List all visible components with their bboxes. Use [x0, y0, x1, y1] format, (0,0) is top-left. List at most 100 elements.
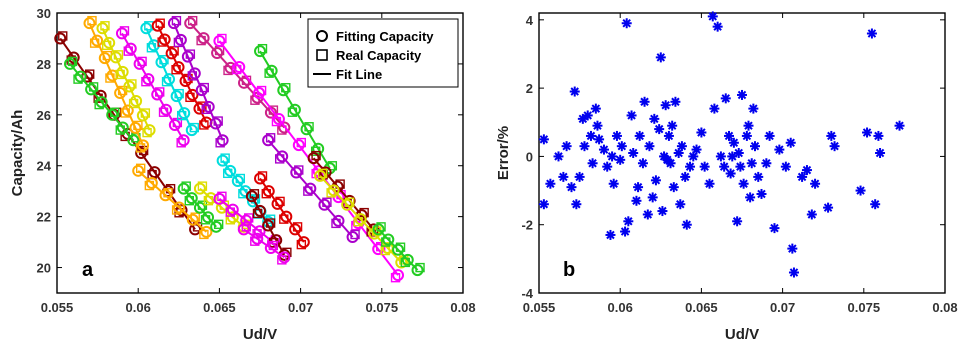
error-point-stroke	[692, 145, 701, 154]
fitting-capacity-point	[265, 64, 278, 77]
error-point-stroke	[810, 179, 820, 188]
fitting-capacity-point	[155, 56, 168, 69]
fitting-capacity-point	[172, 61, 185, 74]
fitting-capacity-point	[98, 52, 111, 65]
error-point	[785, 137, 796, 148]
y-tick-label: -4	[521, 286, 533, 301]
real-capacity-point	[93, 93, 103, 103]
fitting-capacity-point	[95, 96, 108, 109]
fitting-capacity-point	[136, 109, 149, 122]
fitting-capacity-point	[174, 33, 187, 46]
error-point-stroke	[620, 227, 630, 236]
real-capacity-point	[304, 122, 314, 132]
fitting-capacity-point	[270, 234, 283, 247]
error-point	[780, 161, 791, 172]
fitting-capacity-point	[186, 213, 199, 226]
error-point	[894, 120, 905, 131]
legend-square-marker	[316, 49, 328, 61]
y-tick-label: -2	[521, 218, 533, 233]
error-point	[558, 171, 569, 182]
fitting-capacity-point	[251, 232, 264, 245]
error-point-stroke	[830, 141, 839, 151]
fitting-capacity-point	[237, 76, 250, 89]
x-tick-label: 0.075	[366, 300, 399, 315]
real-capacity-point	[274, 154, 285, 164]
error-point-stroke	[651, 176, 661, 185]
error-point-stroke	[588, 159, 597, 168]
real-capacity-point	[376, 222, 386, 232]
error-point	[685, 161, 696, 172]
real-capacity-point	[303, 186, 313, 196]
real-capacity-point	[127, 79, 137, 89]
real-capacity-point	[241, 222, 251, 232]
fitting-capacity-point	[165, 47, 178, 60]
fitting-capacity-point	[160, 103, 173, 116]
error-point-stroke	[594, 135, 604, 144]
fitting-capacity-point	[116, 121, 129, 134]
error-point	[628, 148, 639, 158]
error-point	[680, 171, 691, 182]
error-point-stroke	[736, 162, 745, 171]
error-point-stroke	[612, 131, 622, 141]
real-capacity-point	[243, 213, 254, 223]
error-point	[733, 148, 744, 158]
panel-b-label: b	[563, 259, 575, 281]
fitting-capacity-point	[151, 88, 164, 101]
error-point-stroke	[628, 148, 638, 158]
error-point	[709, 103, 720, 114]
fitting-capacity-point	[327, 184, 340, 197]
error-point-stroke	[656, 53, 666, 62]
fitting-capacity-point	[137, 139, 150, 152]
fitting-capacity-point	[245, 190, 258, 203]
error-point	[615, 154, 626, 165]
error-point	[715, 151, 726, 162]
real-capacity-point	[223, 65, 233, 76]
error-point-stroke	[788, 244, 797, 253]
real-capacity-point	[187, 71, 198, 81]
real-capacity-point	[199, 82, 209, 93]
error-point	[732, 216, 743, 227]
panel-a-data-marks	[54, 15, 425, 283]
real-capacity-point	[100, 21, 110, 31]
real-capacity-point	[140, 108, 151, 118]
fitting-capacity-point	[179, 75, 192, 87]
fitting-capacity-point	[332, 214, 345, 227]
error-point-stroke	[753, 172, 763, 182]
error-point	[753, 171, 764, 182]
fitting-capacity-point	[184, 17, 197, 30]
fitting-capacity-point	[211, 47, 224, 59]
fit-line	[259, 50, 331, 169]
error-point	[566, 182, 577, 193]
fitting-capacity-point	[314, 169, 327, 182]
fitting-capacity-point	[392, 243, 405, 256]
legend-entry-fitting: Fitting Capacity	[336, 29, 434, 44]
error-point-stroke	[680, 172, 690, 182]
fitting-capacity-point	[195, 84, 208, 97]
fitting-capacity-point	[185, 124, 198, 137]
real-capacity-point	[395, 242, 406, 252]
error-point	[637, 158, 648, 169]
x-tick-label: 0.08	[932, 300, 957, 315]
fit-line	[182, 187, 217, 228]
error-point	[801, 165, 812, 176]
real-capacity-point	[173, 37, 184, 48]
error-point	[545, 178, 556, 189]
error-point-stroke	[797, 172, 807, 182]
real-capacity-point	[133, 120, 143, 131]
fitting-capacity-point	[142, 73, 155, 86]
fitting-capacity-point	[200, 225, 213, 238]
error-point-stroke	[856, 186, 865, 195]
error-point-stroke	[874, 131, 883, 141]
x-tick-label: 0.065	[203, 300, 236, 315]
error-point-stroke	[638, 159, 648, 168]
real-capacity-point	[176, 138, 186, 148]
y-tick-label: 20	[37, 261, 51, 276]
error-point	[592, 120, 603, 131]
real-capacity-point	[223, 168, 233, 179]
real-capacity-point	[189, 122, 199, 133]
real-capacity-point	[257, 171, 268, 181]
error-point	[574, 171, 585, 182]
real-capacity-point	[317, 168, 328, 179]
fitting-capacity-point	[216, 154, 229, 167]
fitting-capacity-point	[96, 22, 109, 35]
